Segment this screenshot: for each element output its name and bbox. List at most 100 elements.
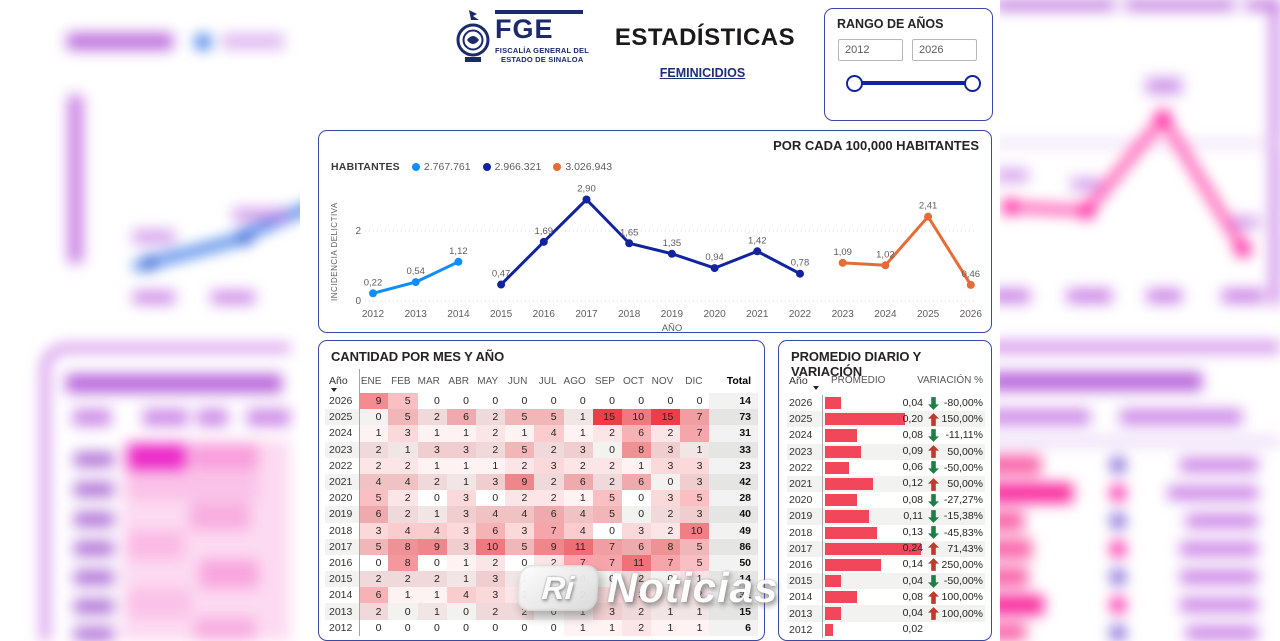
month-value-cell[interactable]: 0: [404, 621, 411, 634]
data-point[interactable]: [369, 289, 377, 298]
month-value-cell[interactable]: 0: [521, 395, 528, 408]
table-row[interactable]: 2018 0,13 -45,83%: [787, 524, 985, 541]
month-value-cell[interactable]: 6: [446, 409, 476, 426]
average-bar-cell[interactable]: 0,08: [823, 492, 925, 508]
total-cell[interactable]: 49: [709, 522, 758, 539]
monthly-header-total[interactable]: Total: [726, 375, 751, 387]
year-cell[interactable]: 2015: [325, 571, 360, 588]
year-cell[interactable]: 2026: [325, 393, 360, 410]
legend-item[interactable]: 2.767.761: [411, 161, 471, 173]
month-value-cell[interactable]: 1: [446, 554, 476, 572]
data-point[interactable]: [966, 280, 975, 289]
year-cell[interactable]: 2022: [787, 459, 823, 476]
month-value-cell[interactable]: 2: [388, 457, 418, 474]
year-cell[interactable]: 2016: [325, 554, 360, 572]
month-value-cell[interactable]: 1: [621, 457, 652, 474]
month-value-cell[interactable]: 7: [680, 409, 710, 426]
year-cell[interactable]: 2025: [325, 409, 360, 426]
month-value-cell[interactable]: 2: [475, 425, 506, 442]
month-value-cell[interactable]: 15: [651, 409, 681, 426]
data-point[interactable]: [881, 261, 890, 270]
month-value-cell[interactable]: 0: [375, 621, 382, 634]
month-value-cell[interactable]: 0: [492, 621, 499, 634]
month-value-cell[interactable]: 1: [592, 619, 622, 636]
table-row[interactable]: 2026 0,04 -80,00%: [787, 395, 985, 412]
table-row[interactable]: 2016 0,14 250,00%: [787, 556, 985, 574]
month-value-cell[interactable]: 1: [505, 425, 535, 442]
month-value-cell[interactable]: 1: [651, 603, 681, 620]
table-row[interactable]: 2023 0,09 50,00%: [787, 443, 985, 460]
month-value-cell[interactable]: 4: [388, 473, 418, 491]
month-value-cell[interactable]: 4: [563, 506, 593, 523]
average-bar-cell[interactable]: 0,20: [823, 411, 925, 427]
data-point[interactable]: [454, 257, 463, 266]
month-value-cell[interactable]: 5: [680, 490, 710, 507]
month-value-cell[interactable]: 2: [534, 473, 564, 491]
month-value-cell[interactable]: 8: [651, 538, 681, 555]
month-value-cell[interactable]: 9: [534, 538, 564, 555]
month-value-cell[interactable]: 2: [592, 473, 622, 491]
month-value-cell[interactable]: 1: [563, 619, 593, 636]
data-point[interactable]: [667, 249, 676, 258]
data-point[interactable]: [710, 264, 719, 273]
average-bar-cell[interactable]: 0,04: [823, 573, 925, 589]
month-value-cell[interactable]: 1: [680, 571, 710, 588]
month-value-cell[interactable]: 2: [417, 571, 447, 588]
month-value-cell[interactable]: 3: [621, 522, 652, 539]
average-bar-cell[interactable]: 0,11: [823, 508, 925, 524]
month-value-cell[interactable]: 2: [359, 457, 389, 474]
table-row[interactable]: 2015 0,04 -50,00%: [787, 573, 985, 590]
average-bar-cell[interactable]: 0,08: [823, 427, 925, 443]
year-cell[interactable]: 2017: [325, 538, 360, 555]
average-bar-cell[interactable]: 0,06: [823, 460, 925, 476]
month-value-cell[interactable]: 5: [592, 490, 622, 507]
month-value-cell[interactable]: 8: [621, 441, 652, 458]
month-value-cell[interactable]: 0: [609, 443, 615, 456]
table-row[interactable]: 2013 0,04 100,00%: [787, 605, 985, 622]
year-cell[interactable]: 2024: [787, 427, 823, 444]
month-value-cell[interactable]: 10: [475, 538, 506, 555]
month-value-cell[interactable]: 3: [475, 587, 506, 604]
month-value-cell[interactable]: 1: [651, 619, 681, 636]
month-value-cell[interactable]: 0: [638, 492, 645, 505]
table-row[interactable]: 2026 9 5 0 0 0 0 0 0 0 0 0 0 14: [325, 393, 758, 410]
month-value-cell[interactable]: 0: [667, 573, 674, 586]
month-value-cell[interactable]: 2: [592, 457, 622, 474]
month-value-cell[interactable]: 5: [505, 409, 535, 426]
month-value-cell[interactable]: 3: [446, 522, 476, 539]
month-value-cell[interactable]: 3: [592, 603, 622, 620]
average-bar-cell[interactable]: 0,04: [823, 395, 925, 411]
month-value-cell[interactable]: 8: [388, 554, 418, 572]
monthly-header-mar[interactable]: MAR: [417, 375, 440, 387]
month-value-cell[interactable]: 0: [638, 508, 645, 521]
month-value-cell[interactable]: 2: [417, 409, 447, 426]
month-value-cell[interactable]: 6: [475, 522, 506, 539]
monthly-header-feb[interactable]: FEB: [391, 375, 411, 387]
year-cell[interactable]: 2014: [787, 589, 823, 606]
month-value-cell[interactable]: 3: [651, 490, 681, 507]
table-row[interactable]: 2017 0,24 71,43%: [787, 540, 985, 557]
monthly-header-nov[interactable]: NOV: [651, 375, 674, 387]
daily-header-average[interactable]: PROMEDIO: [831, 375, 886, 386]
table-row[interactable]: 2024 0,08 -11,11%: [787, 427, 985, 444]
year-cell[interactable]: 2022: [325, 457, 360, 474]
month-value-cell[interactable]: 2: [359, 603, 389, 620]
month-value-cell[interactable]: 0: [696, 395, 703, 408]
month-value-cell[interactable]: 2: [388, 571, 418, 588]
year-cell[interactable]: 2025: [787, 411, 823, 428]
month-value-cell[interactable]: 5: [505, 441, 535, 458]
month-value-cell[interactable]: 10: [621, 409, 652, 426]
table-row[interactable]: 2021 4 4 2 1 3 9 2 6 2 6 0 3 42: [325, 473, 758, 491]
month-value-cell[interactable]: 4: [505, 506, 535, 523]
monthly-header-jul[interactable]: JUL: [538, 375, 557, 387]
month-value-cell[interactable]: 0: [433, 621, 440, 634]
month-value-cell[interactable]: 3: [505, 522, 535, 539]
total-cell[interactable]: 73: [709, 409, 758, 426]
month-value-cell[interactable]: 7: [534, 522, 564, 539]
average-bar-cell[interactable]: 0,04: [823, 605, 925, 621]
month-value-cell[interactable]: 3: [446, 441, 476, 458]
month-value-cell[interactable]: 6: [359, 587, 389, 604]
month-value-cell[interactable]: 2: [621, 619, 652, 636]
average-bar-cell[interactable]: 0,12: [823, 476, 925, 492]
total-cell[interactable]: 31: [709, 425, 758, 442]
